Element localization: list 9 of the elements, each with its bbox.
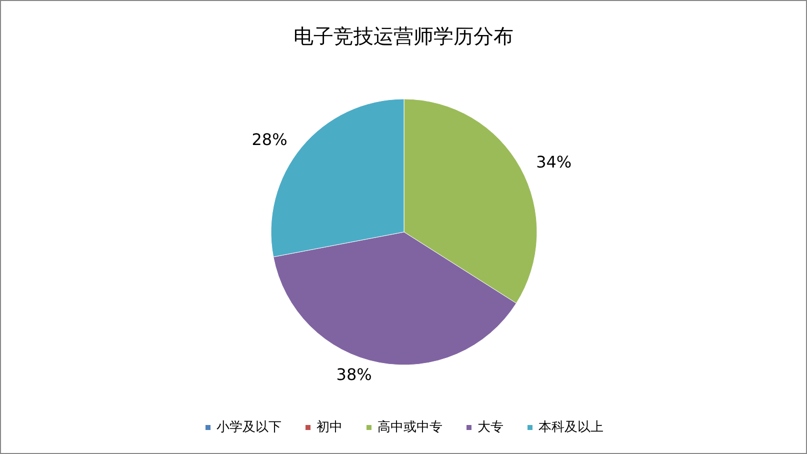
legend-label: 大专	[478, 420, 504, 435]
chart-title: 电子竞技运营师学历分布	[294, 24, 514, 48]
data-label: 34%	[536, 152, 572, 172]
legend-label: 初中	[316, 420, 342, 435]
data-label: 28%	[252, 130, 288, 150]
legend-label: 小学及以下	[216, 420, 282, 435]
data-label: 38%	[336, 364, 372, 384]
legend-label: 高中或中专	[378, 419, 442, 435]
legend-label: 本科及以上	[538, 420, 604, 435]
